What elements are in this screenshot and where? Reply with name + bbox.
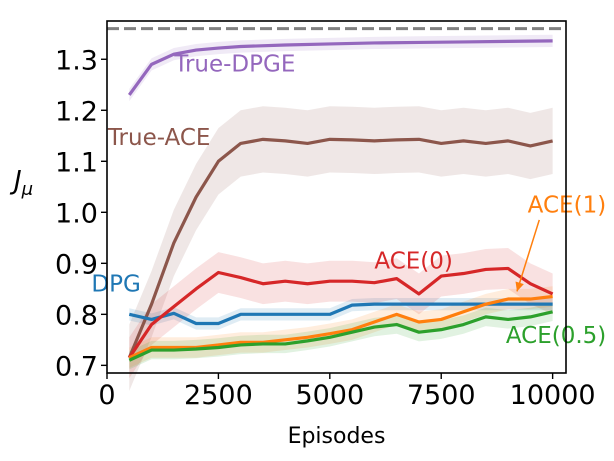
y-tick-label: 1.2 [55, 96, 98, 127]
line-ace-1 [128, 294, 553, 360]
y-axis-title-main: J [9, 166, 22, 196]
x-tick-label: 2500 [184, 380, 253, 411]
x-tick-label: 5000 [295, 380, 364, 411]
label-true-dpge: True-DPGE [173, 52, 295, 78]
series-lines [127, 39, 554, 362]
line-true-dpge [127, 39, 553, 96]
label-true-ace: True-ACE [107, 125, 211, 151]
label-dpg: DPG [91, 271, 140, 297]
series-labels: True-DPGE True-ACE DPG ACE(0) ACE(1) ACE(0.5) [91, 52, 606, 349]
y-tick-label: 1.3 [55, 45, 98, 76]
x-tick-label: 7500 [407, 380, 476, 411]
line-ace-0 [127, 266, 554, 359]
y-axis-title-sub: μ [21, 179, 33, 200]
y-axis-title: Jμ [9, 166, 33, 200]
y-tick-label: 1.1 [55, 147, 98, 178]
line-ace-0-5 [128, 310, 553, 362]
label-ace-1: ACE(1) [528, 192, 607, 218]
y-axis-ticks: 0.7 0.8 0.9 1.0 1.1 1.2 1.3 [55, 45, 107, 382]
y-tick-label: 0.8 [55, 300, 98, 331]
arrow-ace-1 [516, 219, 540, 292]
label-ace-0-5: ACE(0.5) [506, 323, 606, 349]
y-tick-label: 0.7 [55, 351, 98, 382]
line-true-ace [127, 137, 553, 359]
plot-frame [106, 20, 567, 374]
band-ace-1 [129, 286, 553, 368]
x-axis-title: Episodes [288, 424, 386, 449]
y-tick-label: 1.0 [55, 198, 98, 229]
label-ace-0: ACE(0) [374, 248, 453, 274]
x-axis-ticks: 0 2500 5000 7500 10000 [98, 373, 596, 411]
band-true-dpge [129, 34, 553, 102]
y-tick-label: 0.9 [55, 249, 98, 280]
band-true-ace [129, 106, 553, 391]
band-ace-0 [129, 248, 553, 379]
x-tick-label: 10000 [510, 380, 596, 411]
band-dpg [129, 298, 553, 330]
line-dpg [128, 302, 553, 326]
confidence-bands [129, 34, 553, 391]
x-tick-label: 0 [98, 380, 115, 411]
arrowhead-ace-1 [515, 281, 524, 292]
